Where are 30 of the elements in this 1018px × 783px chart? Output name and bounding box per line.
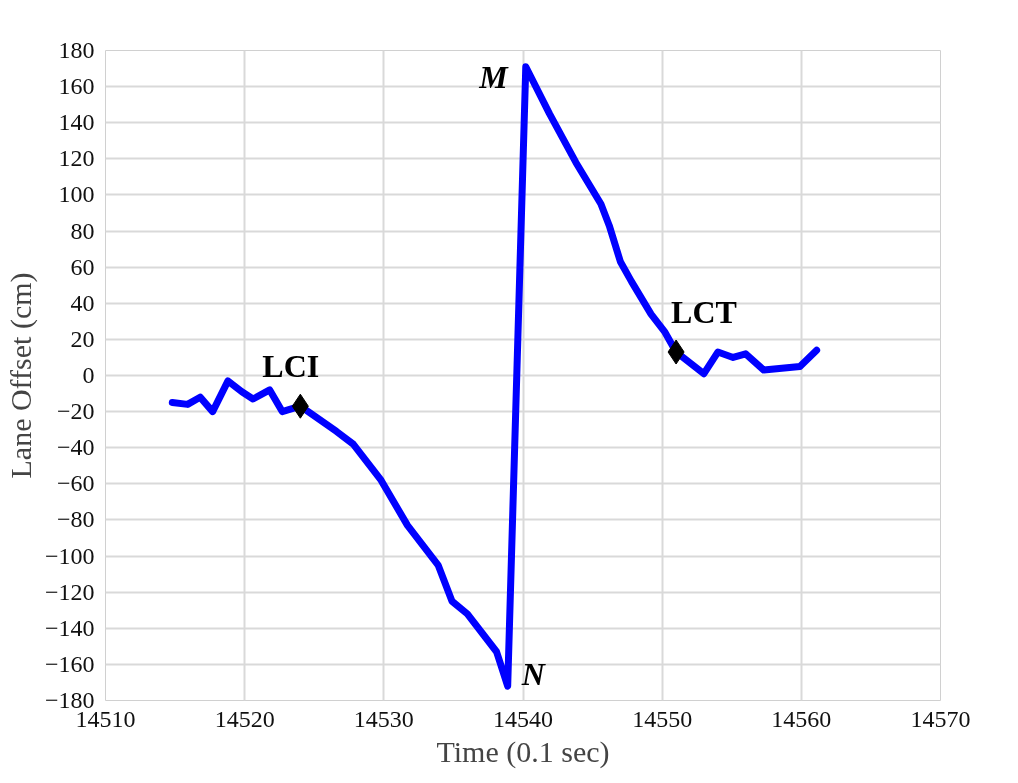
y-tick-label: 140: [58, 109, 95, 136]
annotation: LCT: [671, 294, 737, 331]
annotation: N: [520, 656, 547, 693]
x-axis-title: Time (0.1 sec): [436, 734, 610, 769]
x-tick-label: 14520: [214, 705, 275, 732]
y-tick-label: −80: [56, 506, 95, 533]
x-tick-label: 14530: [353, 705, 414, 732]
y-tick-label: 60: [70, 253, 95, 280]
y-tick-label: 100: [58, 181, 95, 208]
x-tick-label: 14550: [632, 705, 693, 732]
y-tick-label: −160: [44, 650, 95, 677]
y-tick-label: −120: [44, 578, 95, 605]
y-tick-label: 0: [82, 362, 95, 388]
x-tick-label: 14540: [493, 705, 553, 732]
y-tick-label: 40: [70, 289, 95, 316]
x-tick-label: 14570: [910, 705, 971, 732]
x-tick-label: 14560: [771, 705, 832, 732]
y-tick-label: 180: [58, 37, 95, 63]
y-tick-label: −20: [56, 398, 95, 425]
y-tick-label: 80: [70, 217, 95, 244]
y-tick-label: 20: [70, 325, 95, 352]
y-axis-title: Lane Offset (cm): [3, 272, 38, 479]
annotation: LCI: [262, 348, 320, 385]
y-tick-label: −40: [56, 434, 95, 461]
y-tick-label: −100: [44, 542, 95, 569]
y-tick-label: −140: [44, 614, 95, 641]
y-tick-label: −60: [56, 470, 95, 497]
annotation: M: [478, 58, 510, 95]
y-tick-label: 120: [58, 145, 95, 172]
y-tick-label: 160: [58, 73, 95, 100]
